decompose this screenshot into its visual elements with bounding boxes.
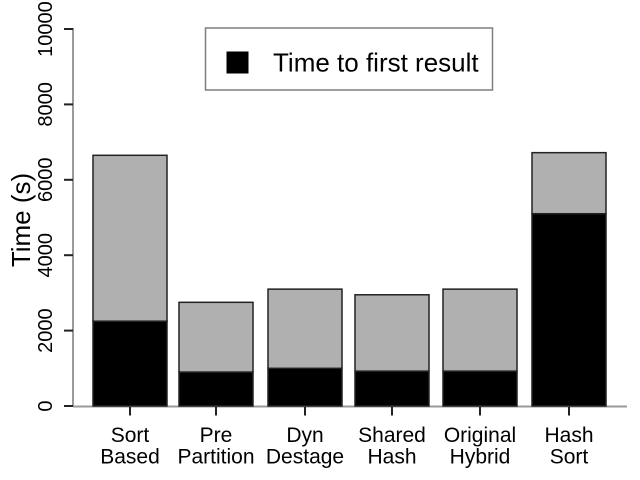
x-tick-label-line2: Partition xyxy=(177,446,254,469)
x-tick-label-line1: Sort xyxy=(111,424,150,447)
y-tick-label: 4000 xyxy=(35,233,57,278)
legend: Time to first result xyxy=(204,27,494,91)
bar-segment-remainder xyxy=(354,294,430,372)
x-tick-label-line1: Original xyxy=(444,424,516,447)
y-tick-label: 2000 xyxy=(35,308,57,353)
x-tick-label-line1: Pre xyxy=(200,424,233,447)
y-axis-ticks: 0 2000 4000 6000 8000 10000 xyxy=(35,1,73,412)
bar-segment-remainder xyxy=(92,154,168,322)
bar-segment-first-result xyxy=(354,370,430,407)
y-tick-label: 10000 xyxy=(35,1,57,57)
bar-segment-remainder xyxy=(531,151,607,215)
bar-segment-remainder xyxy=(178,301,254,373)
bar-segment-first-result xyxy=(92,320,168,407)
x-tick-label-line1: Hash xyxy=(544,424,593,447)
y-tick-label: 0 xyxy=(35,400,57,411)
x-tick-label-line2: Destage xyxy=(266,446,344,469)
bar-segment-first-result xyxy=(531,212,607,407)
x-tick-label-line2: Based xyxy=(100,446,160,469)
x-tick-label-line1: Shared xyxy=(358,424,426,447)
legend-swatch xyxy=(226,51,249,74)
x-tick-label-line2: Hybrid xyxy=(450,446,511,469)
x-tick-label-line2: Sort xyxy=(550,446,589,469)
bar-segment-first-result xyxy=(178,371,254,407)
bars-group xyxy=(92,151,607,407)
legend-box xyxy=(204,27,494,91)
legend-label: Time to first result xyxy=(273,48,479,78)
x-tick-label-line2: Hash xyxy=(367,446,416,469)
bar-segment-first-result xyxy=(442,370,518,407)
y-axis-title-text: Time (s) xyxy=(6,173,36,267)
x-tick-label-line1: Dyn xyxy=(286,424,323,447)
y-tick-label: 6000 xyxy=(35,158,57,203)
x-axis-ticks xyxy=(129,407,570,416)
bar-segment-first-result xyxy=(267,367,343,407)
y-tick-label: 8000 xyxy=(35,82,57,127)
y-axis-title: Time (s) xyxy=(6,173,36,267)
bar-segment-remainder xyxy=(267,288,343,370)
x-axis-labels: SortBasedPrePartitionDynDestageSharedHas… xyxy=(100,424,593,469)
bar-segment-remainder xyxy=(442,288,518,372)
